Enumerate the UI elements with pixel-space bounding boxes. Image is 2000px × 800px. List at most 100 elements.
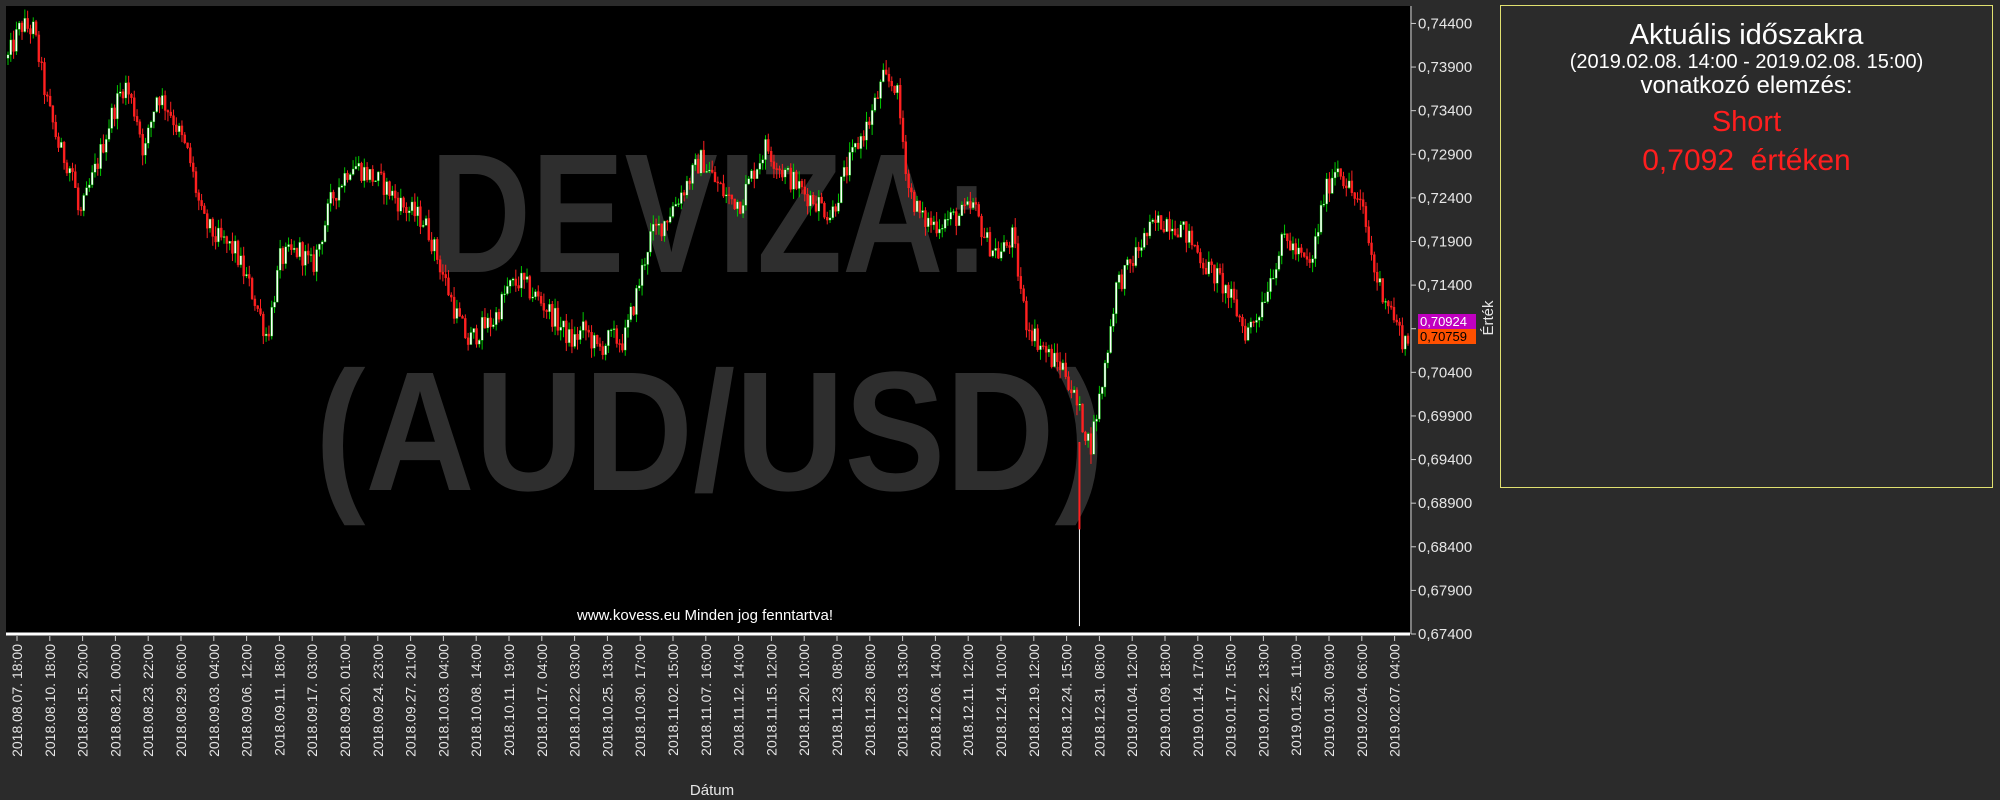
panel-date-range: (2019.02.08. 14:00 - 2019.02.08. 15:00) (1569, 51, 1924, 73)
candle-body (234, 240, 237, 254)
candle-body (203, 205, 206, 214)
candle-body (250, 278, 254, 300)
candle-body (242, 255, 245, 277)
candle-body (882, 69, 885, 82)
candle-body (388, 181, 391, 196)
candle-body (854, 143, 857, 148)
candle-body (753, 170, 756, 179)
candle-body (1387, 301, 1390, 307)
candle-body (528, 276, 532, 299)
candle-body (674, 204, 677, 207)
candle-body (205, 213, 209, 229)
candle-body (410, 201, 414, 212)
candle-body (935, 221, 938, 234)
x-tick-label: 2018.11.20. 10:00 (796, 644, 812, 756)
candle-body (848, 152, 851, 176)
candle-body (337, 187, 341, 201)
candle-body (896, 85, 899, 94)
candle-body (172, 115, 175, 126)
candle-body (537, 291, 540, 297)
candle-body (531, 296, 534, 299)
candle-body (166, 110, 170, 113)
y-tick-label: 0,71900 (1418, 234, 1472, 251)
candle-body (1350, 180, 1354, 193)
candle-body (1308, 259, 1312, 263)
candle-body (1187, 230, 1191, 243)
candle-body (595, 335, 599, 345)
candle-body (1280, 233, 1283, 257)
candle-body (534, 291, 537, 298)
candle-body (76, 187, 80, 211)
candle-body (1193, 244, 1196, 247)
candle-body (1056, 352, 1059, 362)
candle-body (1086, 433, 1090, 441)
candle-body (1095, 418, 1098, 422)
candle-body (1039, 345, 1042, 350)
candle-body (702, 149, 705, 173)
candle-body (730, 194, 734, 200)
candle-body (708, 169, 711, 172)
x-tick-label: 2018.12.03. 13:00 (895, 644, 911, 757)
y-tick-label: 0,67400 (1418, 626, 1472, 643)
candle-body (26, 18, 29, 29)
candle-body (1238, 315, 1241, 318)
candle-body (755, 169, 759, 179)
panel-signal: Short (1711, 106, 1782, 138)
candle-body (1336, 168, 1340, 173)
candle-body (1151, 219, 1154, 222)
candle-body (901, 117, 905, 142)
candle-body (466, 337, 470, 345)
x-tick-label: 2018.10.22. 03:00 (567, 644, 583, 757)
candle-body (408, 210, 411, 214)
candle-body (725, 194, 728, 197)
candle-body (1168, 218, 1171, 232)
candle-body (873, 97, 877, 111)
x-tick-label: 2019.01.30. 09:00 (1321, 644, 1337, 757)
candle-body (102, 144, 105, 153)
candle-body (1305, 256, 1309, 260)
candle-body (1373, 254, 1376, 273)
candle-body (385, 181, 388, 195)
x-tick-label: 2019.01.14. 17:00 (1190, 644, 1206, 757)
candle-body (1179, 224, 1182, 238)
candle-body (1196, 245, 1199, 253)
candle-body (1072, 389, 1076, 394)
candle-body (1249, 321, 1253, 328)
candle-body (747, 178, 750, 185)
candle-body (1317, 231, 1320, 237)
candle-body (980, 216, 983, 238)
candle-body (475, 328, 478, 345)
x-axis-ticks: 2018.08.07. 18:00 2018.08.10. 18:00 2018.0… (9, 636, 1403, 757)
candle-body (1283, 233, 1286, 235)
candle-body (368, 168, 372, 181)
candle-body (573, 334, 576, 347)
candle-body (1345, 185, 1348, 189)
candle-body (1070, 389, 1073, 394)
candle-body (1235, 299, 1239, 317)
candle-body (379, 171, 383, 174)
candle-body (638, 285, 641, 289)
candle-body (1347, 180, 1351, 189)
last-low-label: 0,70759 (1418, 329, 1476, 344)
candle-body (713, 172, 717, 183)
candle-body (1008, 245, 1011, 248)
candle-body (1406, 335, 1410, 344)
candle-body (217, 227, 220, 243)
candles (6, 9, 1410, 627)
candle-body (1129, 259, 1132, 264)
candle-body (1331, 177, 1334, 194)
candle-body (458, 308, 461, 317)
candle-body (1353, 192, 1356, 199)
candle-body (214, 236, 217, 243)
candle-body (1244, 325, 1247, 341)
candle-body (1016, 243, 1020, 277)
candle-body (239, 255, 243, 266)
candle-body (898, 85, 902, 119)
candle-body (739, 201, 742, 214)
candle-body (186, 142, 189, 148)
candle-body (727, 194, 731, 196)
candle-body (1227, 284, 1230, 298)
candle-body (62, 142, 66, 163)
candle-body (371, 168, 374, 182)
candle-body (946, 219, 950, 221)
